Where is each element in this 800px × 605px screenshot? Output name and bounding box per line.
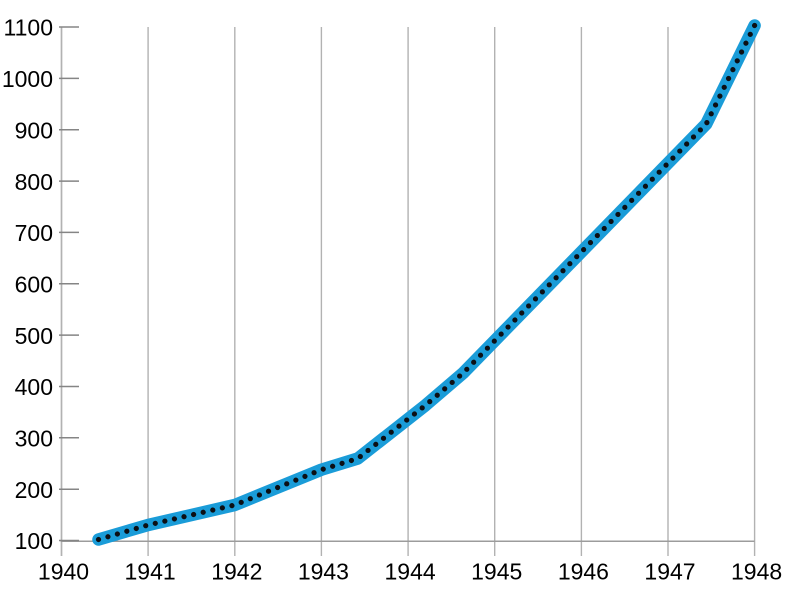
- svg-text:1947: 1947: [644, 558, 695, 584]
- svg-text:1948: 1948: [731, 558, 782, 584]
- svg-text:1946: 1946: [558, 558, 609, 584]
- svg-text:1944: 1944: [385, 558, 436, 584]
- svg-text:900: 900: [15, 117, 53, 143]
- svg-text:400: 400: [15, 374, 53, 400]
- svg-text:100: 100: [15, 528, 53, 554]
- svg-text:1943: 1943: [298, 558, 349, 584]
- svg-text:500: 500: [15, 323, 53, 349]
- svg-text:1940: 1940: [38, 558, 89, 584]
- svg-text:600: 600: [15, 272, 53, 298]
- svg-text:1942: 1942: [211, 558, 262, 584]
- svg-text:300: 300: [15, 426, 53, 452]
- svg-text:1100: 1100: [4, 15, 53, 41]
- svg-text:1000: 1000: [2, 66, 53, 92]
- svg-text:800: 800: [15, 169, 53, 195]
- svg-text:1941: 1941: [125, 558, 176, 584]
- svg-text:700: 700: [15, 220, 53, 246]
- svg-text:1945: 1945: [471, 558, 522, 584]
- svg-text:200: 200: [15, 477, 53, 503]
